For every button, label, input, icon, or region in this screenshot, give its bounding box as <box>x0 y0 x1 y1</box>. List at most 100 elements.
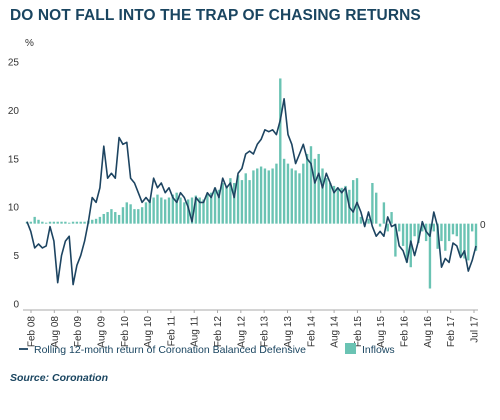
inflows-bar <box>459 223 462 256</box>
inflows-bar <box>382 202 386 224</box>
inflows-bar <box>186 199 190 224</box>
inflows-bar <box>359 216 363 224</box>
inflows-bar <box>451 223 455 235</box>
inflows-bar <box>263 168 267 224</box>
legend-line-label: Rolling 12-month return of Coronation Ba… <box>34 344 306 356</box>
x-tick-label: Feb 09 <box>73 316 84 348</box>
inflows-bar <box>298 173 301 224</box>
inflows-bar <box>110 209 113 224</box>
inflows-bar <box>148 199 151 224</box>
inflows-bar <box>60 221 63 224</box>
inflows-bar <box>217 189 221 224</box>
inflows-bar <box>102 213 105 224</box>
inflows-bar <box>137 209 140 224</box>
inflows-bar <box>206 194 209 224</box>
inflows-bar <box>229 178 232 224</box>
inflows-bar <box>474 223 478 251</box>
legend-inflows-swatch <box>345 343 356 354</box>
inflows-bar <box>455 223 459 237</box>
inflows-bar <box>394 223 397 257</box>
inflows-bar <box>390 212 393 224</box>
inflows-bars <box>25 78 478 289</box>
inflows-bar <box>129 204 132 224</box>
inflows-bar <box>236 175 240 224</box>
inflows-bar <box>290 168 293 224</box>
x-tick-label: Aug 16 <box>423 316 434 348</box>
inflows-bar <box>355 178 359 224</box>
inflows-bar <box>83 221 86 224</box>
inflows-bar <box>332 185 336 224</box>
inflows-bar <box>94 218 98 224</box>
inflows-bar <box>309 146 313 224</box>
inflows-bar <box>294 170 297 224</box>
inflows-bar <box>313 158 317 224</box>
y-tick-label: 0 <box>13 300 19 311</box>
x-tick-label: Feb 16 <box>400 316 411 348</box>
x-tick-label: Feb 12 <box>213 316 224 348</box>
inflows-bar <box>470 223 474 232</box>
inflows-bar <box>352 180 355 224</box>
inflows-bar <box>467 223 470 261</box>
x-tick-label: Feb 10 <box>120 316 131 348</box>
inflows-bar <box>163 199 167 224</box>
x-tick-label: Aug 13 <box>283 316 294 348</box>
inflows-bar <box>37 219 40 224</box>
x-tick-label: Feb 14 <box>306 316 317 348</box>
inflows-bar <box>371 183 374 224</box>
inflows-bar <box>233 183 236 224</box>
inflows-bar <box>421 223 424 232</box>
x-axis-ticks: Feb 08 Aug 08 Feb 09 Aug 09 Feb 10 Aug 10 Feb … <box>27 310 481 348</box>
x-tick-label: Aug 12 <box>236 316 247 348</box>
inflows-bar <box>248 180 251 224</box>
inflows-bar <box>463 223 466 259</box>
y-axis-ticks: 0 5 10 15 20 25 <box>8 58 20 311</box>
inflows-bar <box>428 223 432 289</box>
inflows-bar <box>71 221 75 224</box>
inflows-bar <box>175 192 178 224</box>
inflows-bar <box>240 180 244 224</box>
legend-inflows-label: Inflows <box>362 344 395 356</box>
inflows-bar <box>56 221 59 224</box>
inflows-bar <box>179 197 182 224</box>
inflows-bar <box>367 218 370 224</box>
inflows-bar <box>440 223 443 242</box>
inflows-bar <box>202 199 205 224</box>
inflows-bar <box>325 178 328 224</box>
inflows-bar <box>183 202 186 224</box>
inflows-bar <box>321 168 324 224</box>
inflows-bar <box>252 170 255 224</box>
x-tick-label: Aug 08 <box>50 316 61 348</box>
chart-title: DO NOT FALL INTO THE TRAP OF CHASING RET… <box>10 7 421 24</box>
inflows-bar <box>68 222 71 224</box>
x-tick-label: Feb 17 <box>446 316 457 348</box>
inflows-bar <box>133 209 136 224</box>
inflows-bar <box>405 223 409 263</box>
inflows-bar <box>336 187 340 224</box>
inflows-bar <box>302 163 305 224</box>
x-tick-label: Aug 11 <box>190 316 201 347</box>
inflows-bar <box>444 223 447 251</box>
inflows-bar <box>152 197 155 224</box>
inflows-bar <box>79 221 82 224</box>
inflows-bar <box>106 212 109 224</box>
inflows-bar <box>213 187 217 224</box>
inflows-bar <box>413 223 416 237</box>
y-tick-label: 10 <box>8 203 20 214</box>
inflows-bar <box>167 197 171 224</box>
inflows-bar <box>225 185 228 224</box>
y-tick-label: 25 <box>8 58 20 69</box>
inflows-bar <box>156 194 159 224</box>
inflows-bar <box>52 221 56 224</box>
x-tick-label: Aug 09 <box>96 316 107 348</box>
inflows-bar <box>275 163 278 224</box>
inflows-bar <box>48 221 52 224</box>
y-tick-label: 20 <box>8 106 20 117</box>
inflows-bar <box>44 222 48 224</box>
right-axis-zero-label: 0 <box>480 220 486 231</box>
x-tick-label: Aug 15 <box>376 316 387 348</box>
inflows-bar <box>114 212 117 224</box>
inflows-bar <box>121 207 125 224</box>
x-tick-label: Aug 14 <box>330 316 341 348</box>
inflows-bar <box>267 170 270 224</box>
